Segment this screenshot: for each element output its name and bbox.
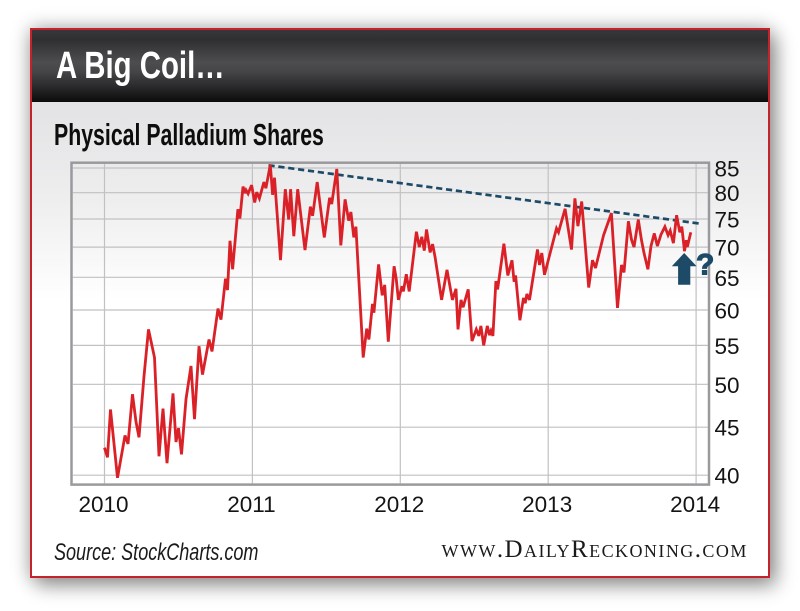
svg-text:70: 70 bbox=[715, 236, 740, 261]
svg-text:2010: 2010 bbox=[78, 492, 128, 517]
svg-text:80: 80 bbox=[715, 181, 740, 206]
svg-text:2014: 2014 bbox=[670, 492, 720, 517]
svg-text:60: 60 bbox=[715, 299, 740, 324]
svg-text:50: 50 bbox=[715, 373, 740, 398]
svg-text:45: 45 bbox=[715, 416, 740, 441]
svg-text:75: 75 bbox=[715, 208, 740, 233]
svg-text:85: 85 bbox=[715, 157, 740, 182]
svg-text:2013: 2013 bbox=[522, 492, 572, 517]
svg-text:40: 40 bbox=[715, 464, 740, 489]
svg-text:55: 55 bbox=[715, 334, 740, 359]
svg-text:65: 65 bbox=[715, 266, 740, 291]
svg-text:2012: 2012 bbox=[374, 492, 424, 517]
svg-text:2011: 2011 bbox=[227, 492, 275, 517]
svg-text:?: ? bbox=[696, 249, 714, 282]
